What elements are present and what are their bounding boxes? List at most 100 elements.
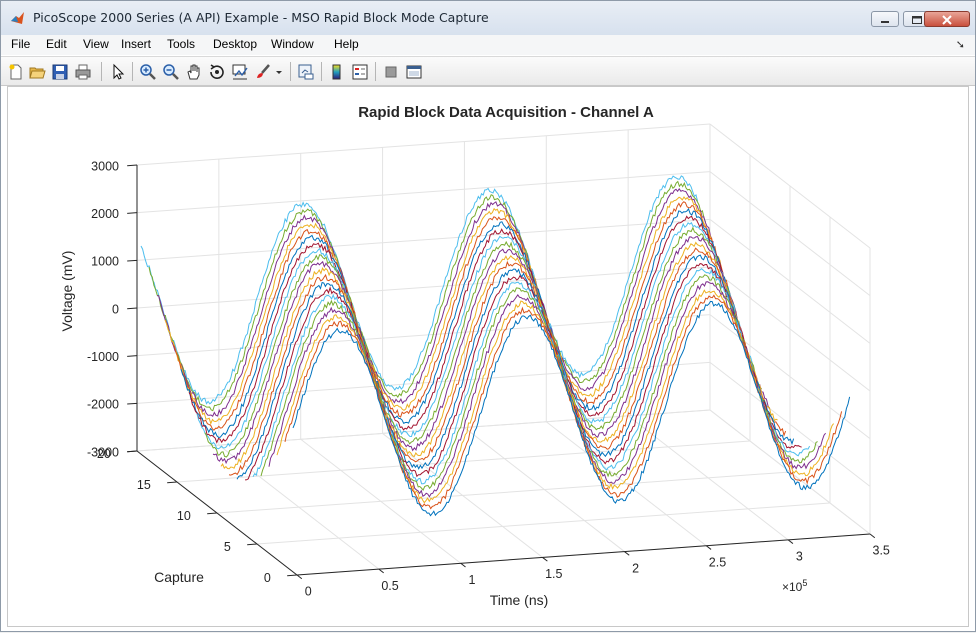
z-tick-label: 3000 xyxy=(91,159,119,173)
figure-canvas xyxy=(7,86,969,627)
minimize-button[interactable] xyxy=(871,11,899,27)
z-tick-mark xyxy=(127,164,138,167)
x-tick-label: 2.5 xyxy=(709,555,726,569)
grid-line xyxy=(709,314,871,440)
menu-edit[interactable]: Edit xyxy=(46,37,67,51)
z-tick-mark xyxy=(127,402,138,405)
x-tick-label: 3 xyxy=(796,550,803,564)
y-tick-mark xyxy=(207,512,218,515)
z-tick-mark xyxy=(127,450,138,453)
close-icon xyxy=(942,15,952,25)
pointer-icon[interactable] xyxy=(109,63,127,81)
figure-toolbar xyxy=(1,56,975,86)
toolbar-separator xyxy=(290,62,291,81)
grid-line xyxy=(709,123,871,249)
x-tick-mark xyxy=(542,557,548,562)
brush-dropdown-icon[interactable] xyxy=(274,63,284,81)
x-axis-line xyxy=(296,533,871,576)
y-tick-mark xyxy=(287,574,298,577)
toolbar-separator xyxy=(101,62,102,81)
menu-view[interactable]: View xyxy=(83,37,109,51)
x-tick-mark xyxy=(460,562,466,568)
show-plot-tools-icon[interactable] xyxy=(405,63,423,81)
window-title: PicoScope 2000 Series (A API) Example - … xyxy=(33,10,489,25)
toolbar-separator xyxy=(132,62,133,81)
menu-window[interactable]: Window xyxy=(271,37,314,51)
grid-line xyxy=(709,218,871,344)
y-tick-label: 0 xyxy=(264,571,271,585)
x-tick-mark xyxy=(705,545,712,550)
title-bar[interactable]: PicoScope 2000 Series (A API) Example - … xyxy=(1,1,975,36)
colorbar-icon[interactable] xyxy=(328,63,346,81)
y-tick-mark xyxy=(247,543,258,546)
y-axis-label: Capture xyxy=(154,569,204,585)
toolbar-separator xyxy=(375,62,376,81)
rotate-3d-icon[interactable] xyxy=(208,63,226,81)
capture-series-line xyxy=(260,274,818,492)
z-tick-label: -2000 xyxy=(87,398,119,412)
capture-series-line xyxy=(220,241,778,470)
menu-insert[interactable]: Insert xyxy=(121,37,152,51)
menu-bar: File Edit View Insert Tools Desktop Wind… xyxy=(1,35,975,55)
capture-series-line xyxy=(276,289,834,504)
save-icon[interactable] xyxy=(51,63,69,81)
close-button[interactable] xyxy=(924,11,970,27)
grid-line xyxy=(709,171,871,297)
print-icon[interactable] xyxy=(74,63,92,81)
z-axis-label: Voltage (mV) xyxy=(59,251,75,332)
z-tick-label: 1000 xyxy=(91,255,119,269)
z-tick-mark xyxy=(127,355,138,357)
dock-arrow-icon[interactable]: ➘ xyxy=(955,38,965,51)
zoom-out-icon[interactable] xyxy=(162,63,180,81)
grid-line xyxy=(136,171,711,214)
hide-plot-tools-icon[interactable] xyxy=(382,63,400,81)
chart-title: Rapid Block Data Acquisition - Channel A xyxy=(358,104,654,121)
minimize-icon xyxy=(881,21,889,23)
tick-labels: 0 0.5 1 1.5 2 2.5 3 3.5 0 5 10 15 20-3000 -2000 -1000 0… xyxy=(87,159,890,598)
capture-series-line xyxy=(164,196,723,425)
grid-line xyxy=(256,502,831,545)
x-exponent-power: 5 xyxy=(802,578,807,588)
menu-help[interactable]: Help xyxy=(334,37,359,51)
grid-line xyxy=(136,218,711,261)
maximize-icon xyxy=(912,16,922,24)
grid-line xyxy=(216,471,791,514)
toolbar-separator xyxy=(321,62,322,81)
grid-line xyxy=(176,440,751,483)
y-tick-mark xyxy=(167,481,178,484)
capture-series-line xyxy=(236,254,795,480)
legend-icon[interactable] xyxy=(351,63,369,81)
x-tick-label: 3.5 xyxy=(873,544,890,558)
x-tick-mark xyxy=(869,533,876,539)
x-exponent-base: ×10 xyxy=(782,580,803,594)
x-tick-label: 0 xyxy=(305,585,312,599)
x-tick-mark xyxy=(624,551,630,556)
capture-series-line xyxy=(244,263,802,481)
menu-file[interactable]: File xyxy=(11,37,31,51)
y-tick-label: 20 xyxy=(97,447,111,461)
capture-series-line xyxy=(148,180,707,412)
grid-line xyxy=(136,409,711,452)
capture-series-line xyxy=(204,226,762,458)
zoom-in-icon[interactable] xyxy=(139,63,157,81)
open-file-icon[interactable] xyxy=(28,63,46,81)
z-tick-label: -3000 xyxy=(87,445,119,459)
capture-series-line xyxy=(252,268,811,485)
pan-icon[interactable] xyxy=(185,63,203,81)
capture-series-line xyxy=(292,301,851,517)
new-figure-icon[interactable] xyxy=(7,63,25,81)
link-plot-icon[interactable] xyxy=(297,63,315,81)
z-tick-label: -1000 xyxy=(87,350,119,364)
x-exponent-label: ×105 xyxy=(782,578,807,594)
x-tick-label: 2 xyxy=(632,561,639,575)
brush-icon[interactable] xyxy=(254,63,272,81)
menu-desktop[interactable]: Desktop xyxy=(213,37,258,51)
grid-line xyxy=(136,123,711,166)
menu-tools[interactable]: Tools xyxy=(167,37,196,51)
y-tick-label: 5 xyxy=(224,540,231,554)
capture-series-line xyxy=(268,281,826,498)
data-cursor-icon[interactable] xyxy=(231,63,249,81)
capture-series-line xyxy=(196,221,755,450)
y-tick-label: 10 xyxy=(177,509,191,523)
